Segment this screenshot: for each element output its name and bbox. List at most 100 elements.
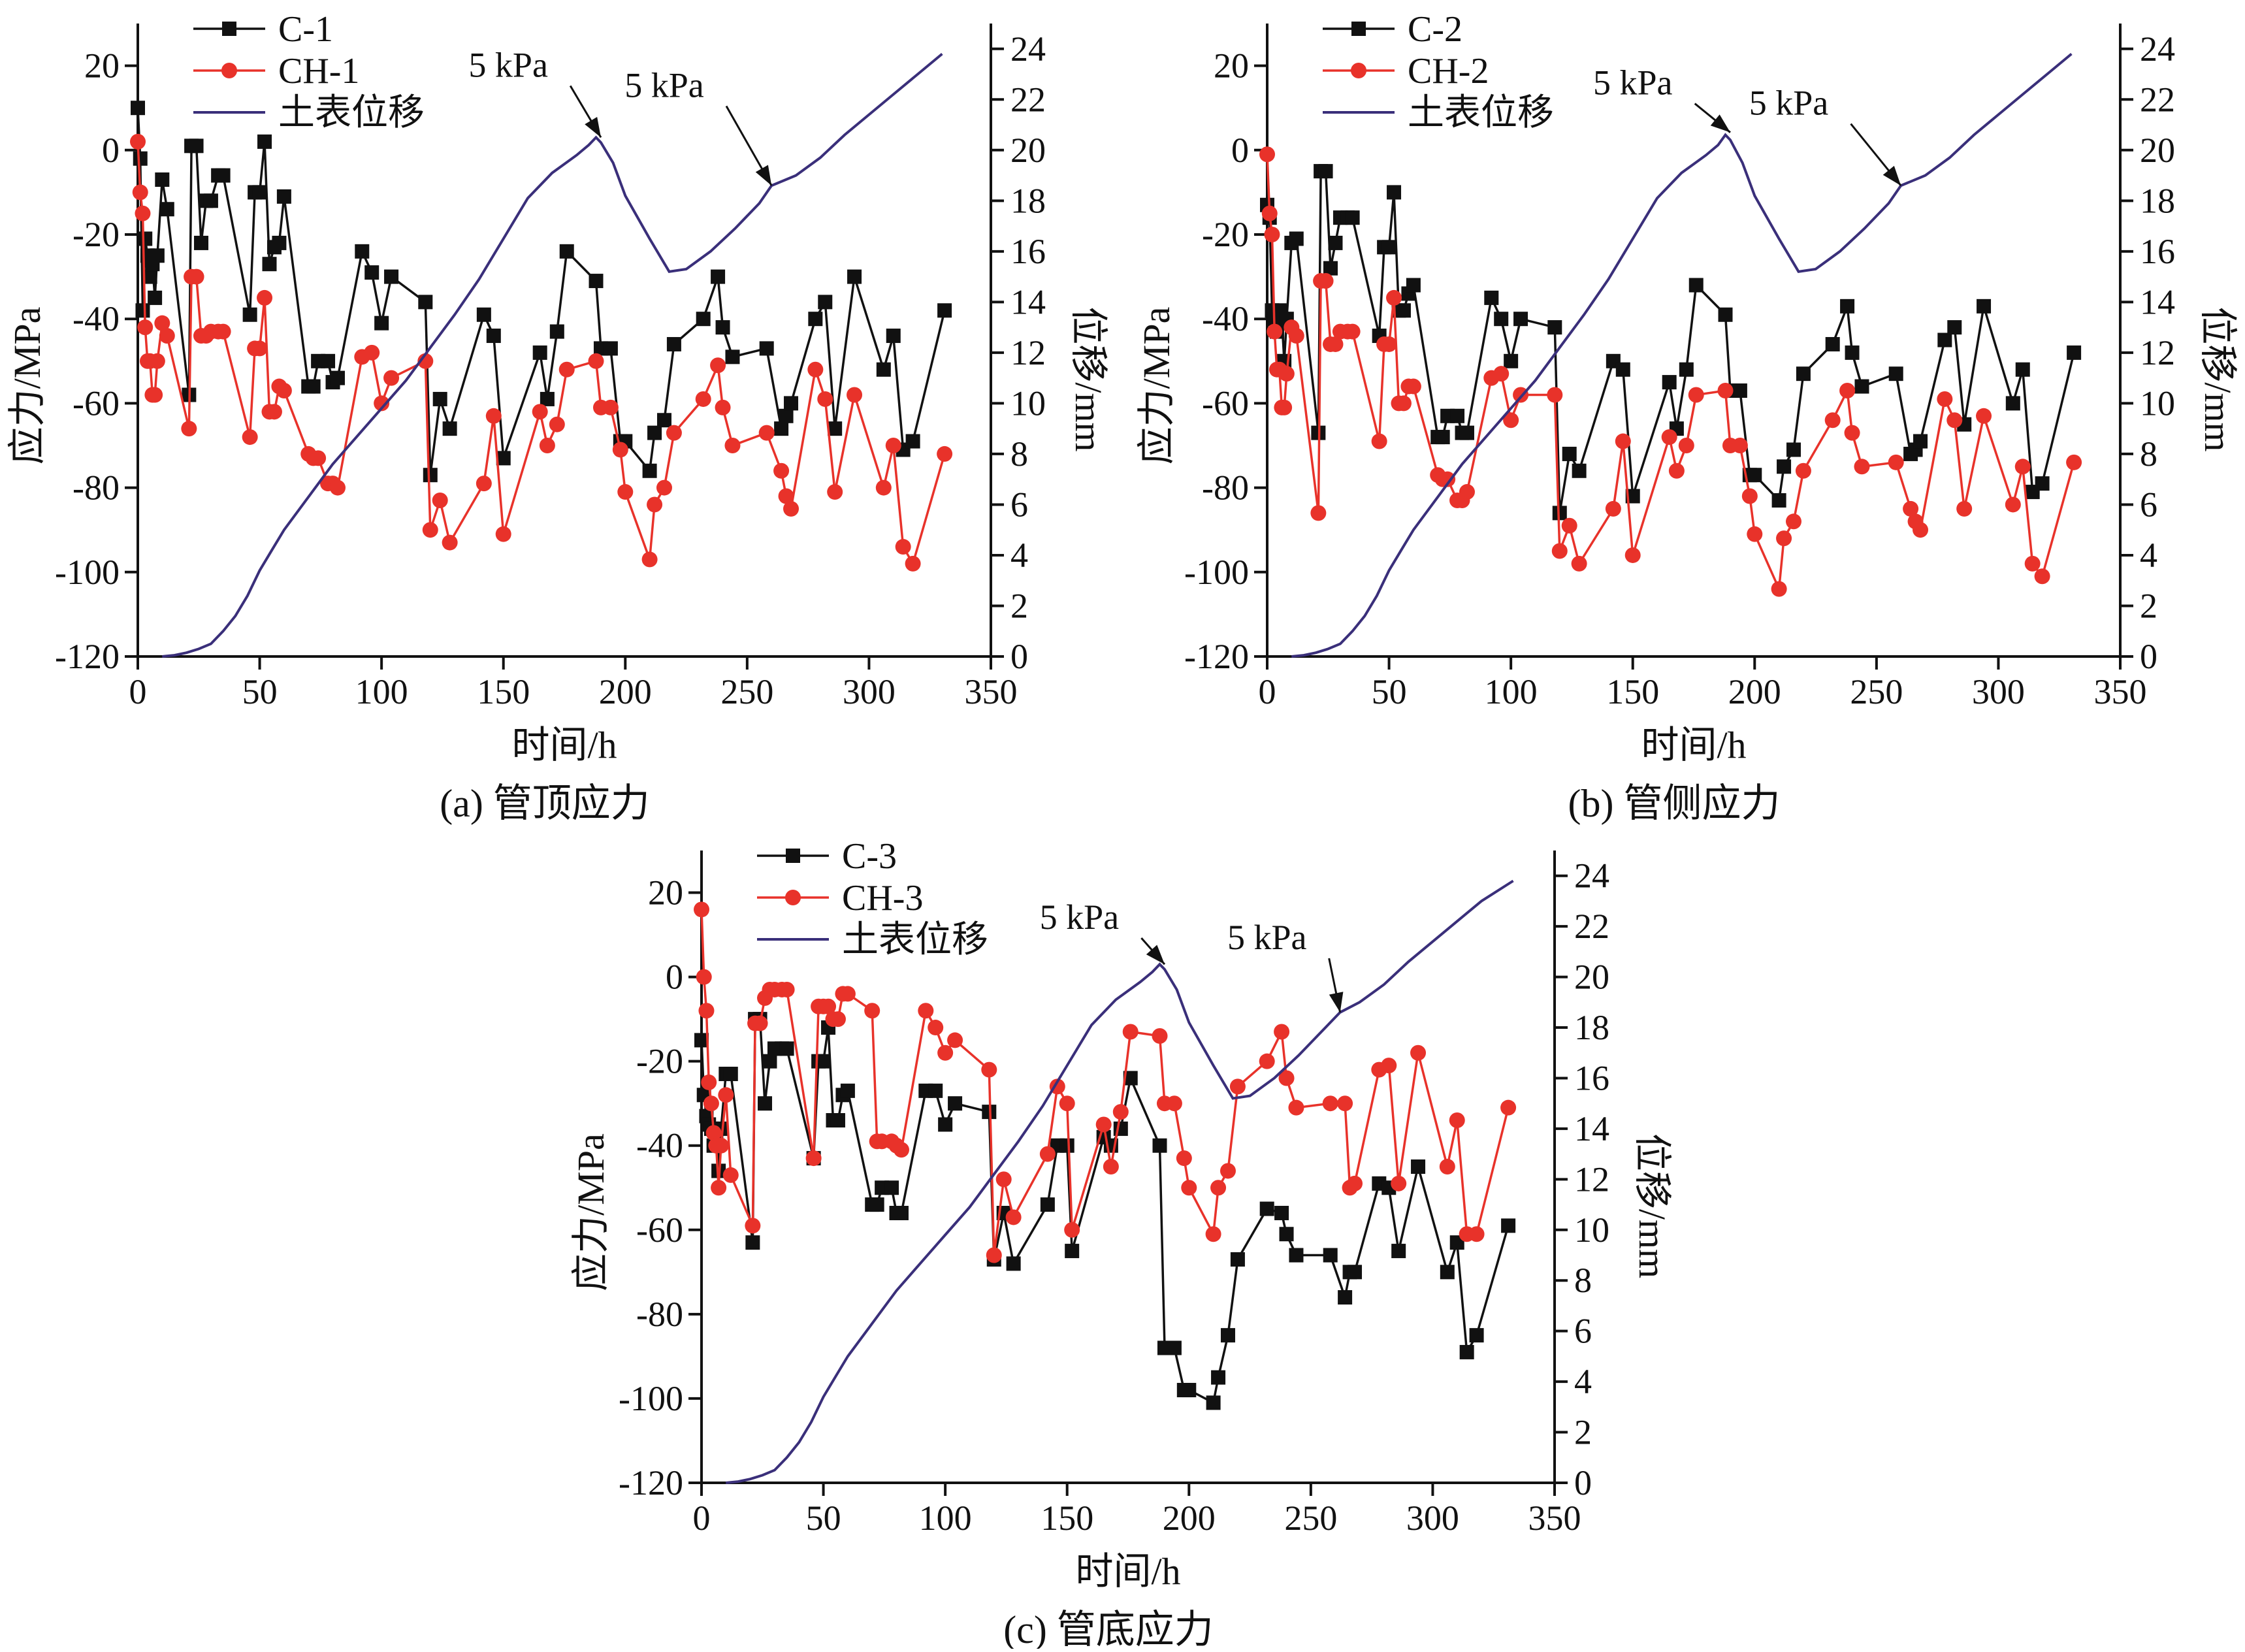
annotation-label: 5 kPa <box>468 45 548 84</box>
x-axis-title: 时间/h <box>1075 1550 1180 1593</box>
annotation-arrowhead <box>585 117 601 138</box>
data-point-C-3 <box>1211 1370 1226 1385</box>
data-point-CH-1 <box>485 408 502 424</box>
data-point-CH-1 <box>558 361 575 378</box>
data-point-CH-3 <box>713 1137 729 1154</box>
y2-tick-label: 22 <box>1574 907 1609 946</box>
data-point-CH-3 <box>830 1011 846 1028</box>
data-point-C-2 <box>1913 434 1928 449</box>
legend-label-C-3: C-3 <box>842 836 897 877</box>
series-line-土表位移 <box>1291 52 2073 658</box>
data-point-CH-1 <box>310 450 327 466</box>
data-point-C-3 <box>694 1033 709 1048</box>
data-point-C-2 <box>1450 408 1465 423</box>
data-point-CH-2 <box>2024 555 2041 572</box>
x-tick-label: 0 <box>693 1498 711 1538</box>
data-point-C-2 <box>1662 375 1677 390</box>
data-point-CH-3 <box>1449 1112 1465 1129</box>
data-point-CH-1 <box>383 370 400 386</box>
data-point-CH-2 <box>1668 462 1685 479</box>
y2-tick-label: 6 <box>1010 485 1028 524</box>
legend-marker-C-3 <box>786 849 800 863</box>
data-point-CH-2 <box>1888 454 1904 470</box>
data-point-C-2 <box>1318 164 1333 179</box>
data-point-CH-1 <box>132 184 148 201</box>
data-point-C-3 <box>1411 1159 1426 1174</box>
data-point-CH-3 <box>1181 1180 1197 1196</box>
y-tick-label: 20 <box>1214 46 1249 86</box>
data-point-CH-2 <box>1371 433 1387 449</box>
data-point-CH-2 <box>1903 500 1919 517</box>
y2-tick-label: 4 <box>1010 536 1028 575</box>
data-point-C-3 <box>779 1041 794 1056</box>
data-point-CH-3 <box>1288 1099 1304 1116</box>
data-point-C-3 <box>762 1054 777 1069</box>
y2-tick-label: 16 <box>1010 232 1046 271</box>
x-tick-label: 0 <box>1259 672 1276 711</box>
data-point-CH-3 <box>703 1095 719 1112</box>
data-point-C-1 <box>532 345 547 360</box>
data-point-CH-2 <box>1747 526 1763 542</box>
data-point-C-1 <box>476 307 491 322</box>
data-point-CH-1 <box>422 522 438 538</box>
data-point-C-3 <box>869 1197 884 1212</box>
data-point-CH-2 <box>1405 378 1421 395</box>
chart-caption: (a) 管顶应力 <box>440 782 650 825</box>
data-point-C-3 <box>928 1083 943 1098</box>
data-point-C-3 <box>1501 1218 1516 1233</box>
data-point-CH-1 <box>641 551 658 568</box>
y-tick-label: 0 <box>102 131 120 170</box>
data-point-C-3 <box>1323 1248 1338 1263</box>
data-point-C-1 <box>725 349 740 364</box>
data-point-CH-3 <box>937 1045 954 1061</box>
data-point-C-3 <box>1259 1201 1274 1216</box>
data-point-C-1 <box>150 248 165 263</box>
data-point-CH-3 <box>1210 1180 1227 1196</box>
data-point-CH-2 <box>1776 530 1792 547</box>
y2-tick-label: 24 <box>1010 29 1046 69</box>
data-point-CH-2 <box>1785 513 1801 530</box>
data-point-CH-3 <box>981 1061 997 1078</box>
y2-tick-label: 20 <box>1010 131 1046 170</box>
data-point-C-3 <box>1391 1244 1406 1259</box>
annotation-arrowhead <box>1146 945 1165 965</box>
data-point-CH-2 <box>1956 500 1973 517</box>
data-point-C-1 <box>148 290 163 305</box>
data-point-CH-3 <box>1278 1070 1295 1086</box>
data-point-C-3 <box>1182 1383 1197 1398</box>
data-point-CH-2 <box>1732 438 1748 453</box>
x-axis-title: 时间/h <box>1641 724 1746 766</box>
data-point-CH-3 <box>1112 1104 1129 1120</box>
data-point-CH-2 <box>1547 387 1563 403</box>
chart-panel-a: 0 50 100 150 200 250 300 350-120-100-80-60-40-2… <box>6 9 1110 825</box>
data-point-C-3 <box>1348 1265 1363 1280</box>
series-line-C-3 <box>700 1018 1510 1405</box>
data-point-CH-2 <box>2005 496 2021 513</box>
data-point-C-3 <box>1230 1252 1245 1267</box>
data-point-C-1 <box>252 185 267 200</box>
x-tick-label: 100 <box>1485 672 1538 711</box>
data-point-CH-3 <box>1337 1095 1353 1112</box>
series-line-土表位移 <box>726 879 1514 1484</box>
y-axis-title: 应力/MPa <box>570 1133 612 1291</box>
data-point-CH-2 <box>2034 568 2050 585</box>
data-point-CH-2 <box>1317 273 1334 289</box>
y-tick-label: -80 <box>636 1295 683 1334</box>
y-tick-label: -120 <box>1184 637 1249 676</box>
y2-tick-label: 22 <box>1010 80 1046 119</box>
y2-tick-label: 18 <box>2140 181 2175 220</box>
x-tick-label: 50 <box>806 1498 841 1538</box>
data-point-C-2 <box>1947 320 1962 335</box>
data-point-CH-1 <box>432 492 448 508</box>
data-point-C-2 <box>1323 261 1338 276</box>
legend-marker-CH-3 <box>785 890 801 905</box>
data-point-C-2 <box>1888 366 1903 381</box>
data-point-CH-3 <box>1347 1175 1363 1191</box>
data-point-CH-3 <box>1166 1095 1182 1112</box>
data-point-C-2 <box>2067 345 2082 360</box>
data-point-C-3 <box>1206 1395 1221 1410</box>
data-point-CH-2 <box>1440 471 1456 487</box>
data-point-C-1 <box>384 269 399 284</box>
x-tick-label: 250 <box>1850 672 1903 711</box>
